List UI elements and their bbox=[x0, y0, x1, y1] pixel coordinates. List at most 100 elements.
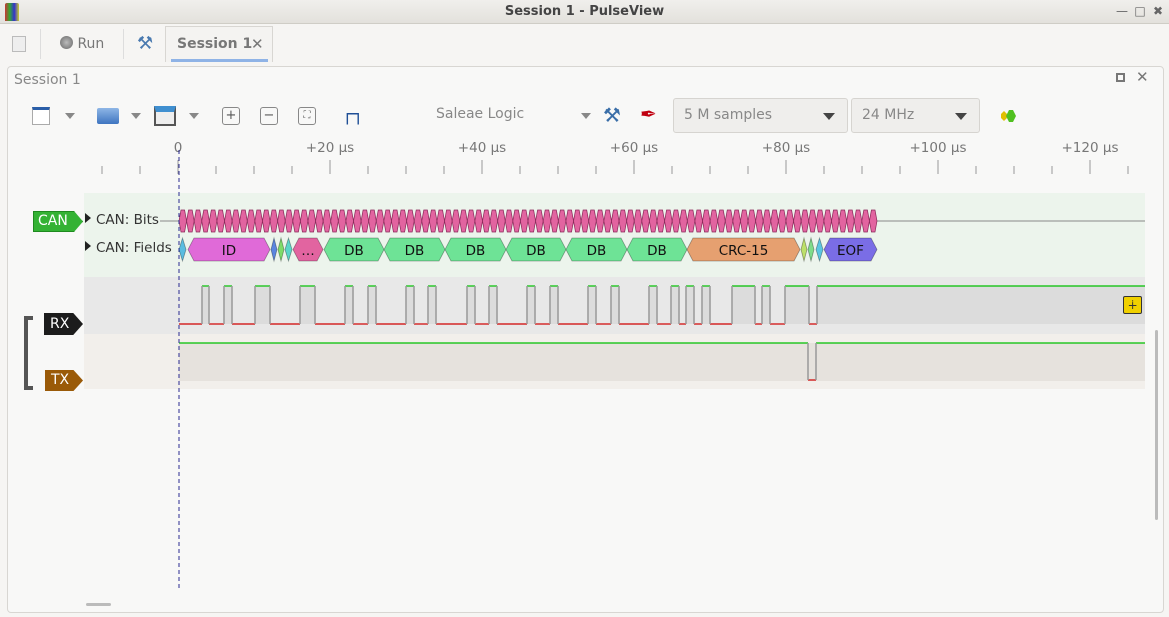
rx-high-fill bbox=[406, 286, 414, 324]
can-bit bbox=[337, 209, 347, 233]
can-bit bbox=[770, 209, 779, 233]
row-label-fields: CAN: Fields bbox=[96, 240, 172, 256]
save-icon[interactable] bbox=[154, 106, 176, 126]
can-bit bbox=[588, 209, 597, 233]
can-bit bbox=[686, 209, 696, 233]
float-panel-icon[interactable] bbox=[1116, 73, 1125, 82]
trace-view[interactable]: ID … DB DB DB DB DB DB CRC-15 EOF bbox=[0, 150, 1169, 595]
rx-high-fill bbox=[255, 286, 270, 324]
can-bit bbox=[595, 209, 605, 233]
ruler-tick-label: 0 bbox=[173, 140, 183, 156]
can-bit bbox=[504, 209, 514, 233]
open-file-icon[interactable] bbox=[97, 108, 119, 124]
can-bit bbox=[557, 209, 567, 233]
zoom-fit-icon[interactable]: ⛶ bbox=[298, 107, 316, 125]
can-bit bbox=[512, 209, 521, 233]
can-field-label: DB bbox=[466, 243, 486, 259]
can-bit bbox=[262, 209, 271, 233]
tx-signal-bg bbox=[179, 343, 1145, 381]
channel-label-tx[interactable]: TX bbox=[45, 370, 83, 391]
open-dropdown[interactable] bbox=[131, 113, 141, 119]
cursors-icon[interactable]: ┌┐ bbox=[342, 104, 364, 125]
zoom-in-icon[interactable]: + bbox=[222, 107, 240, 125]
tab-session-1[interactable]: Session 1 ✕ bbox=[165, 26, 273, 62]
minimize-button[interactable]: — bbox=[1116, 4, 1128, 18]
can-bit bbox=[284, 209, 294, 233]
can-bit bbox=[451, 209, 461, 233]
close-tab-icon[interactable]: ✕ bbox=[251, 35, 264, 53]
can-bit bbox=[732, 209, 741, 233]
can-decoder-badge[interactable]: CAN bbox=[33, 211, 83, 232]
can-bit bbox=[368, 209, 377, 233]
can-bit bbox=[444, 209, 453, 233]
vertical-scrollbar[interactable] bbox=[1155, 330, 1158, 520]
rx-high-fill bbox=[762, 286, 770, 324]
new-view-icon[interactable] bbox=[32, 107, 50, 125]
rx-high-fill bbox=[368, 286, 376, 324]
can-bit bbox=[520, 209, 529, 233]
can-field-label: CRC-15 bbox=[719, 243, 769, 259]
expand-bits-icon[interactable] bbox=[85, 213, 91, 223]
can-bit bbox=[231, 209, 241, 233]
can-bit bbox=[869, 209, 878, 233]
zoom-out-icon[interactable]: − bbox=[260, 107, 278, 125]
can-bit bbox=[724, 209, 734, 233]
can-bit bbox=[649, 209, 658, 233]
rx-high-fill bbox=[428, 286, 436, 324]
probe-icon[interactable]: ✒ bbox=[640, 102, 657, 126]
can-bit bbox=[861, 209, 870, 233]
ruler-tick-label: +80 µs bbox=[761, 140, 811, 156]
rx-high-fill bbox=[489, 286, 497, 324]
can-bit bbox=[565, 209, 574, 233]
can-bit bbox=[573, 209, 582, 233]
add-decoder-icon[interactable] bbox=[998, 110, 1018, 122]
can-bit bbox=[345, 209, 354, 233]
new-session-icon[interactable] bbox=[12, 36, 26, 52]
can-field bbox=[292, 237, 324, 262]
can-bit bbox=[793, 209, 802, 233]
new-view-dropdown[interactable] bbox=[65, 113, 75, 119]
rx-high-fill bbox=[345, 286, 353, 324]
can-bit bbox=[740, 209, 749, 233]
can-bit bbox=[747, 209, 756, 233]
rx-high-fill bbox=[224, 286, 232, 324]
can-field bbox=[800, 236, 808, 263]
expand-fields-icon[interactable] bbox=[85, 241, 91, 251]
can-field bbox=[178, 236, 187, 263]
can-bit bbox=[429, 209, 438, 233]
save-dropdown[interactable] bbox=[189, 113, 199, 119]
sample-count-select[interactable]: 5 M samples bbox=[673, 98, 848, 133]
sample-rate-select[interactable]: 24 MHz bbox=[851, 98, 980, 133]
run-icon bbox=[60, 36, 73, 49]
can-bit bbox=[580, 209, 590, 233]
can-bit bbox=[322, 209, 332, 233]
rx-high-fill bbox=[671, 286, 679, 324]
trigger-edge-icon[interactable]: ∔ bbox=[1123, 296, 1142, 314]
can-bit bbox=[254, 209, 263, 233]
run-button[interactable]: Run bbox=[60, 25, 104, 63]
can-bit bbox=[474, 209, 483, 233]
can-bit bbox=[808, 209, 817, 233]
close-panel-icon[interactable]: ✕ bbox=[1136, 68, 1149, 86]
can-field bbox=[277, 236, 285, 263]
channel-group-bracket bbox=[24, 316, 33, 390]
can-field-label: DB bbox=[344, 243, 364, 259]
can-bit bbox=[489, 209, 499, 233]
can-bit bbox=[193, 209, 203, 233]
rx-high-fill bbox=[588, 286, 596, 324]
can-bit bbox=[208, 209, 218, 233]
rx-high-fill bbox=[527, 286, 535, 324]
can-bit bbox=[778, 209, 787, 233]
can-bit bbox=[360, 209, 370, 233]
close-window-button[interactable]: ✖ bbox=[1152, 4, 1164, 18]
device-dropdown[interactable] bbox=[581, 113, 591, 119]
ruler-tick-label: +20 µs bbox=[305, 140, 355, 156]
chevron-down-icon bbox=[955, 113, 967, 120]
maximize-button[interactable]: □ bbox=[1134, 4, 1146, 18]
device-selector[interactable]: Saleae Logic bbox=[436, 106, 525, 122]
can-bit bbox=[315, 209, 324, 233]
horizontal-scrollbar[interactable] bbox=[86, 603, 111, 606]
settings-tools-icon[interactable]: ⚒ bbox=[137, 33, 154, 54]
channel-label-rx[interactable]: RX bbox=[44, 313, 83, 335]
device-config-icon[interactable]: ⚒ bbox=[603, 103, 621, 127]
